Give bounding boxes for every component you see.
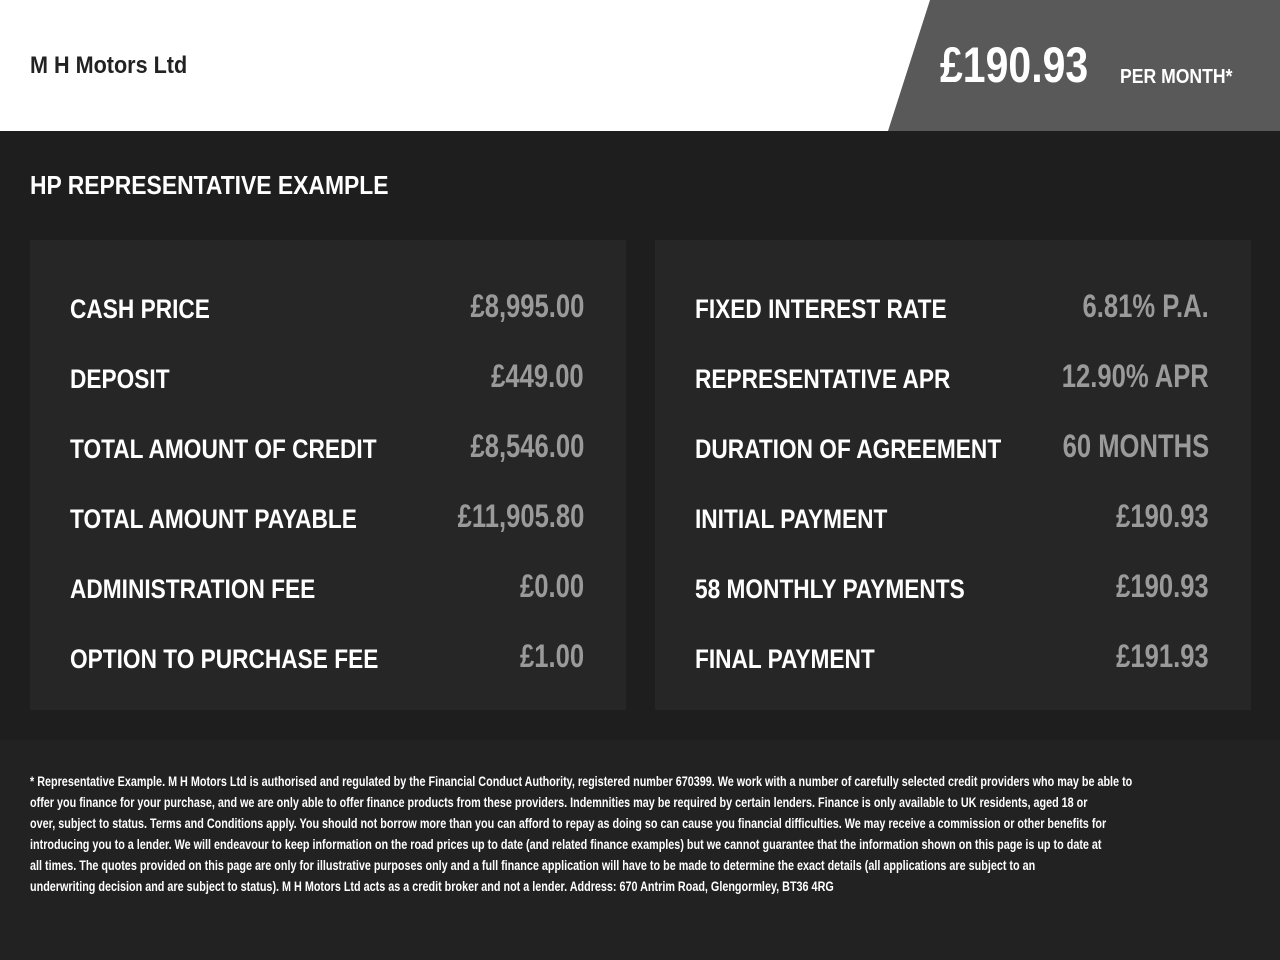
finance-row: INITIAL PAYMENT £190.93 (695, 498, 1209, 538)
finance-value: 12.90% APR (1061, 358, 1209, 394)
finance-panel-right: FIXED INTEREST RATE 6.81% P.A. REPRESENTAT… (655, 240, 1251, 710)
monthly-price: £190.93 (940, 37, 1089, 93)
finance-row: FINAL PAYMENT £191.93 (695, 638, 1209, 678)
finance-label: ADMINISTRATION FEE (70, 574, 316, 604)
finance-value: 6.81% P.A. (1082, 288, 1209, 324)
per-month-label: PER MONTH* (1120, 66, 1233, 88)
finance-label: REPRESENTATIVE APR (695, 364, 951, 394)
finance-value: £1.00 (519, 638, 584, 674)
finance-row: TOTAL AMOUNT OF CREDIT £8,546.00 (70, 428, 584, 468)
finance-label: CASH PRICE (70, 294, 210, 324)
finance-value: £0.00 (519, 568, 584, 604)
disclaimer-line: all times. The quotes provided on this p… (30, 858, 1036, 873)
disclaimer-line: introducing you to a lender. We will end… (30, 837, 1102, 852)
finance-row: DEPOSIT £449.00 (70, 358, 584, 398)
section-title: HP REPRESENTATIVE EXAMPLE (30, 170, 389, 200)
finance-row: 58 MONTHLY PAYMENTS £190.93 (695, 568, 1209, 608)
disclaimer-text: * Representative Example. M H Motors Ltd… (30, 771, 1132, 897)
finance-label: OPTION TO PURCHASE FEE (70, 644, 379, 674)
finance-row: DURATION OF AGREEMENT 60 MONTHS (695, 428, 1209, 468)
finance-label: FIXED INTEREST RATE (695, 294, 947, 324)
finance-value: £449.00 (491, 358, 584, 394)
finance-label: TOTAL AMOUNT PAYABLE (70, 504, 357, 534)
finance-label: TOTAL AMOUNT OF CREDIT (70, 434, 377, 464)
disclaimer-line: offer you finance for your purchase, and… (30, 795, 1088, 810)
disclaimer-section: * Representative Example. M H Motors Ltd… (0, 740, 1280, 960)
finance-row: REPRESENTATIVE APR 12.90% APR (695, 358, 1209, 398)
finance-label: 58 MONTHLY PAYMENTS (695, 574, 965, 604)
finance-value: 60 MONTHS (1062, 428, 1209, 464)
finance-label: DURATION OF AGREEMENT (695, 434, 1002, 464)
header: M H Motors Ltd £190.93 PER MONTH* (0, 0, 1280, 131)
finance-label: INITIAL PAYMENT (695, 504, 888, 534)
finance-value: £8,995.00 (470, 288, 584, 324)
disclaimer-line: underwriting decision and are subject to… (30, 879, 834, 894)
finance-value: £191.93 (1116, 638, 1209, 674)
monthly-price-box: £190.93 PER MONTH* (888, 0, 1280, 131)
finance-value: £190.93 (1116, 568, 1209, 604)
finance-value: £11,905.80 (457, 498, 584, 534)
dealer-name: M H Motors Ltd (30, 52, 188, 79)
finance-value: £190.93 (1116, 498, 1209, 534)
finance-label: DEPOSIT (70, 364, 170, 394)
finance-row: TOTAL AMOUNT PAYABLE £11,905.80 (70, 498, 584, 538)
finance-label: FINAL PAYMENT (695, 644, 875, 674)
finance-row: ADMINISTRATION FEE £0.00 (70, 568, 584, 608)
disclaimer-line: over, subject to status. Terms and Condi… (30, 816, 1107, 831)
finance-row: CASH PRICE £8,995.00 (70, 288, 584, 328)
finance-row: OPTION TO PURCHASE FEE £1.00 (70, 638, 584, 678)
finance-panel-left: CASH PRICE £8,995.00 DEPOSIT £449.00 TOTAL A… (30, 240, 626, 710)
disclaimer-line: * Representative Example. M H Motors Ltd… (30, 774, 1133, 789)
finance-row: FIXED INTEREST RATE 6.81% P.A. (695, 288, 1209, 328)
finance-value: £8,546.00 (470, 428, 584, 464)
